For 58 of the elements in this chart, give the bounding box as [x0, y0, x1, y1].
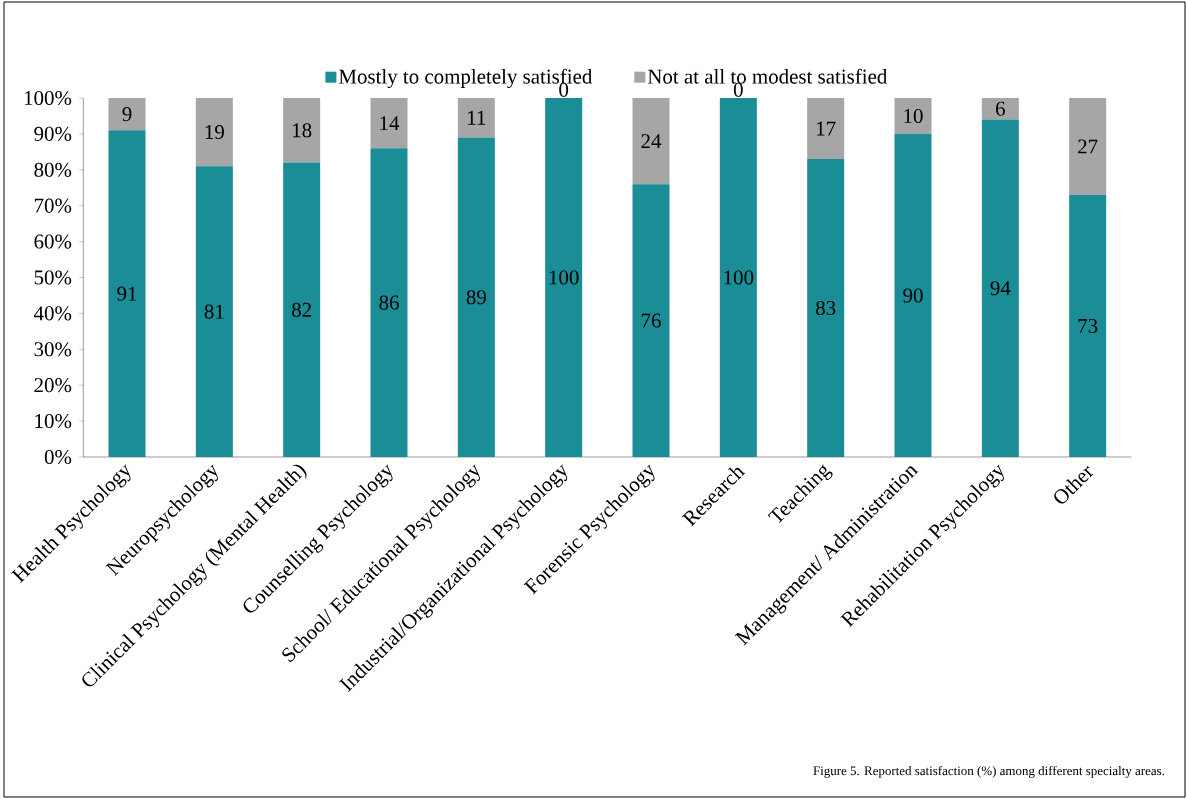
bar [632, 97, 670, 185]
caption: Figure 5. Reported satisfaction (%) among different specialty areas. [813, 765, 1165, 778]
data-label: 90 [903, 288, 923, 303]
bar [457, 137, 495, 457]
data-label: 17 [817, 121, 836, 136]
data-label: 27 [1078, 139, 1098, 154]
bar [545, 97, 583, 457]
bar [1069, 97, 1107, 195]
bar [1069, 194, 1107, 457]
data-label: 91 [117, 286, 137, 301]
y-tick-label: 60% [34, 234, 72, 249]
data-label: 6 [996, 101, 1005, 116]
bar [981, 97, 1019, 120]
bar [283, 97, 321, 163]
data-label: 0 [733, 82, 743, 97]
bar [283, 162, 321, 457]
y-tick-label: 90% [34, 126, 72, 141]
data-label: 11 [468, 110, 486, 125]
bar [894, 133, 932, 457]
data-label: 10 [904, 108, 923, 123]
data-label: 73 [1078, 318, 1098, 333]
bar [719, 97, 757, 457]
bar [370, 97, 408, 149]
data-label: 14 [380, 116, 400, 131]
data-label: 24 [641, 134, 662, 148]
bar [195, 97, 233, 167]
data-label: 83 [816, 300, 836, 316]
bar [370, 148, 408, 457]
data-label: 9 [122, 107, 132, 122]
data-label: 94 [990, 281, 1011, 296]
data-label: 82 [292, 302, 311, 317]
bar [894, 97, 932, 134]
y-tick-label: 70% [34, 198, 72, 213]
data-label: 19 [205, 125, 224, 140]
bar [632, 184, 670, 457]
y-tick-label: 30% [34, 342, 72, 357]
bar [807, 159, 845, 457]
y-tick-label: 80% [34, 162, 72, 177]
data-label: 18 [293, 123, 312, 138]
data-label: 81 [204, 304, 224, 319]
y-tick-label: 10% [35, 414, 72, 429]
data-label: 100 [549, 270, 579, 285]
y-tick-label: 20% [34, 378, 72, 393]
data-label: 76 [641, 313, 661, 328]
bar [807, 97, 845, 160]
bar [457, 97, 495, 138]
y-tick-label: 0% [44, 449, 72, 465]
data-label: 89 [466, 290, 486, 305]
bar [108, 130, 146, 457]
data-label: 100 [724, 270, 754, 285]
legend-label: Not at all to modest satisfied [647, 68, 888, 84]
y-tick-label: 100% [24, 90, 72, 106]
bar [195, 166, 233, 457]
y-tick-label: 40% [33, 306, 72, 321]
y-tick-label: 50% [34, 270, 72, 285]
bar [981, 119, 1019, 457]
bar [108, 97, 146, 131]
data-label: 86 [379, 295, 399, 310]
